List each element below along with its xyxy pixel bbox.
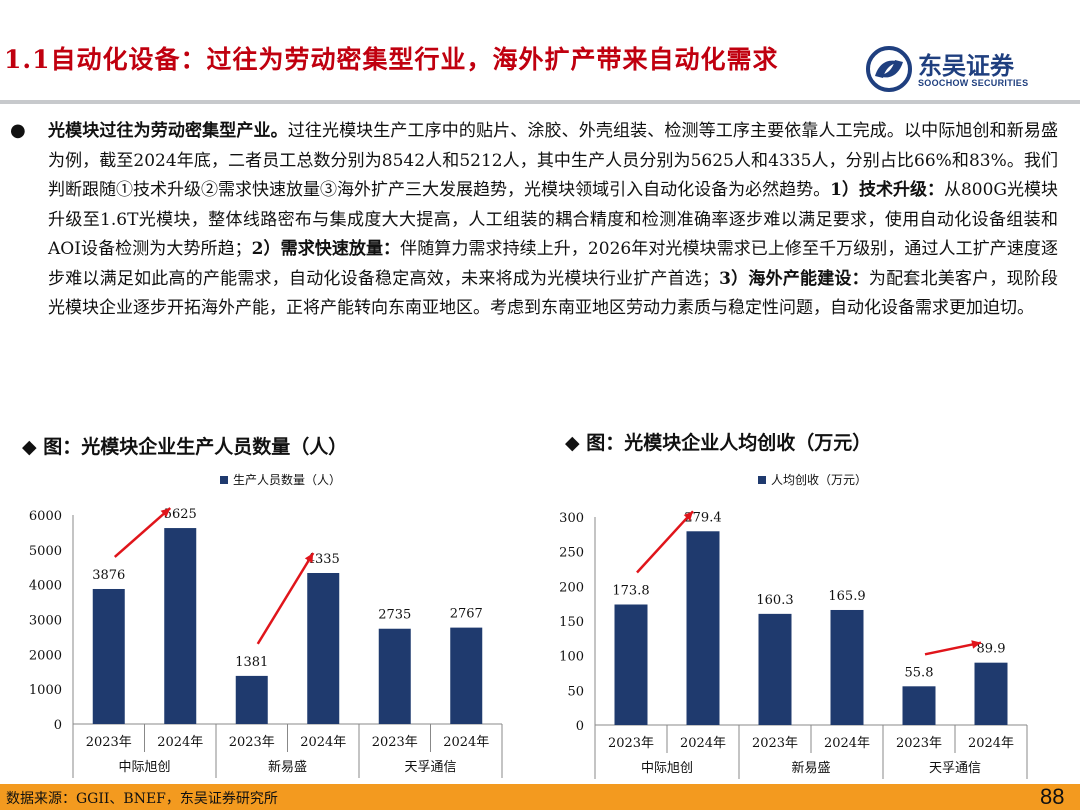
chart-1-title: ◆ 图：光模块企业生产人员数量（人） <box>22 436 348 458</box>
summary-paragraph: 光模块过往为劳动密集型产业。过往光模块生产工序中的贴片、涂胶、外壳组装、检测等工… <box>48 117 1058 324</box>
bar <box>614 604 648 725</box>
company-logo: 东吴证券 SOOCHOW SECURITIES <box>866 46 1036 92</box>
chart-revenue-per-capita: 人均创收（万元） 0 50 100 150 200 250 300 173.8 2023年 279.… <box>559 473 1028 779</box>
summary-lead: 光模块过往为劳动密集型产业。 <box>48 121 288 141</box>
bullet-icon: ● <box>10 120 26 141</box>
growth-arrow <box>113 507 172 558</box>
y-tick-label: 2000 <box>29 648 62 663</box>
growth-arrow-head <box>304 552 314 563</box>
page-header: 1.1自动化设备：过往为劳动密集型行业，海外扩产带来自动化需求 东吴证券 SOO… <box>0 0 1080 104</box>
y-tick-label: 300 <box>559 511 584 526</box>
y-tick-label: 100 <box>559 650 584 665</box>
summary-point-2: 2）需求快速放量： <box>251 239 401 259</box>
data-label: 173.8 <box>612 583 649 598</box>
summary-text-3: 伴随算力需求持续上升，2026年对光模块需求已上修至千万级别，通过人工扩产速度逐… <box>48 239 1058 289</box>
page-title: 1.1自动化设备：过往为劳动密集型行业，海外扩产带来自动化需求 <box>4 45 779 74</box>
y-tick-label: 0 <box>576 719 584 734</box>
x-tick-label: 2023年 <box>86 735 132 750</box>
growth-arrow-head <box>971 640 981 649</box>
growth-arrow-head <box>683 511 693 521</box>
x-tick-label: 2024年 <box>680 736 726 751</box>
bar <box>235 675 268 724</box>
y-tick-label: 5000 <box>29 544 62 559</box>
x-tick-label: 2024年 <box>968 736 1014 751</box>
growth-arrow <box>924 641 982 656</box>
data-label: 160.3 <box>756 593 793 608</box>
y-tick-label: 6000 <box>29 509 62 524</box>
logo-chinese-name: 东吴证券 <box>918 52 1014 80</box>
group-label: 新易盛 <box>268 759 307 775</box>
y-tick-label: 1000 <box>29 683 62 698</box>
data-label: 165.9 <box>828 589 865 604</box>
x-tick-label: 2024年 <box>824 736 870 751</box>
group-label: 中际旭创 <box>118 760 170 775</box>
bar <box>686 531 720 725</box>
header-divider <box>0 100 1080 104</box>
growth-arrow <box>636 510 694 574</box>
legend-label: 人均创收（万元） <box>771 473 867 487</box>
y-tick-label: 150 <box>559 615 584 630</box>
data-label: 279.4 <box>684 510 721 525</box>
y-tick-label: 3000 <box>29 614 62 629</box>
x-tick-label: 2023年 <box>896 736 942 751</box>
y-tick-label: 200 <box>559 580 584 595</box>
page-number: 88 <box>1040 784 1065 809</box>
summary-point-1: 1）技术升级： <box>830 180 944 200</box>
bar <box>92 588 125 724</box>
data-label: 55.8 <box>905 665 934 680</box>
summary-text-4: 为配套北美客户，现阶段光模块企业逐步开拓海外产能，正将产能转向东南亚地区。考虑到… <box>48 268 1058 319</box>
summary-text-2: 从800G光模块升级至1.6T光模块，整体线路密布与集成度大大提高，人工组装的耦… <box>48 180 1058 259</box>
bar <box>450 627 483 724</box>
group-label: 中际旭创 <box>641 761 693 776</box>
x-tick-label: 2023年 <box>752 736 798 751</box>
data-label: 4335 <box>307 552 340 567</box>
group-label: 新易盛 <box>791 760 830 776</box>
group-label: 天孚通信 <box>404 760 456 775</box>
data-label: 89.9 <box>977 642 1006 657</box>
data-label: 1381 <box>235 655 268 670</box>
growth-arrow <box>256 552 315 645</box>
bar <box>758 613 792 725</box>
x-tick-label: 2023年 <box>372 735 418 750</box>
x-tick-label: 2024年 <box>443 735 489 750</box>
legend-label: 生产人员数量（人） <box>233 472 341 487</box>
x-tick-label: 2023年 <box>229 735 275 750</box>
x-tick-label: 2023年 <box>608 736 654 751</box>
data-label: 5625 <box>164 507 197 522</box>
soochow-logo-icon <box>866 46 912 92</box>
summary-point-3: 3）海外产能建设： <box>719 268 869 289</box>
growth-arrow-head <box>160 508 171 518</box>
bar <box>830 609 864 725</box>
y-tick-label: 50 <box>567 684 584 699</box>
legend-swatch <box>758 476 766 484</box>
bar <box>902 686 936 725</box>
y-tick-label: 4000 <box>29 579 62 594</box>
y-tick-label: 250 <box>559 546 584 561</box>
x-tick-label: 2024年 <box>300 735 346 750</box>
chart-2-title: ◆ 图：光模块企业人均创收（万元） <box>565 432 872 454</box>
summary-text-1: 过往光模块生产工序中的贴片、涂胶、外壳组装、检测等工序主要依靠人工完成。以中际旭… <box>48 121 1059 200</box>
group-label: 天孚通信 <box>929 761 981 776</box>
chart-production-staff: 生产人员数量（人） 0 1000 2000 3000 4000 5000 6000 3876 20… <box>29 472 503 778</box>
bar <box>164 528 197 724</box>
bar <box>974 662 1008 725</box>
bar <box>378 628 411 724</box>
data-label: 2767 <box>450 607 483 622</box>
legend-swatch <box>220 476 228 484</box>
data-source: 数据来源：GGII、BNEF，东吴证券研究所 <box>6 791 278 807</box>
data-label: 3876 <box>92 568 125 583</box>
logo-english-name: SOOCHOW SECURITIES <box>918 78 1029 88</box>
y-tick-label: 0 <box>54 718 62 733</box>
bar <box>307 572 340 724</box>
footer-bar <box>0 784 1080 810</box>
data-label: 2735 <box>378 608 411 623</box>
x-tick-label: 2024年 <box>157 735 203 750</box>
